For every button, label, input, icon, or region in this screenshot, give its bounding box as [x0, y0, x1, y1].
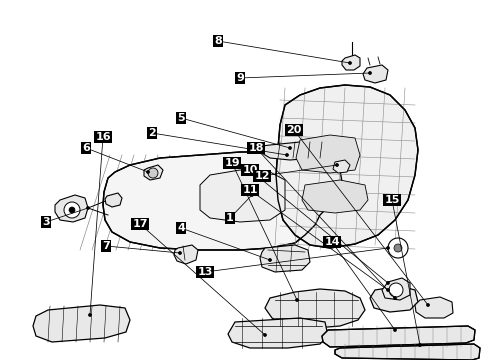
- Polygon shape: [333, 160, 350, 173]
- Polygon shape: [335, 344, 480, 360]
- Text: 10: 10: [243, 165, 258, 175]
- Circle shape: [336, 163, 339, 166]
- Circle shape: [69, 207, 75, 213]
- Text: 3: 3: [42, 217, 50, 227]
- Text: 11: 11: [242, 185, 258, 195]
- Text: 2: 2: [148, 128, 156, 138]
- Text: 13: 13: [197, 267, 213, 277]
- Text: 4: 4: [177, 223, 185, 233]
- Circle shape: [148, 168, 158, 178]
- Text: 19: 19: [224, 158, 240, 168]
- Circle shape: [389, 283, 403, 297]
- Text: 6: 6: [82, 143, 90, 153]
- Circle shape: [426, 303, 430, 306]
- Text: 1: 1: [226, 213, 234, 223]
- Circle shape: [387, 288, 390, 292]
- Text: 16: 16: [95, 132, 111, 142]
- Text: 7: 7: [102, 241, 110, 251]
- Polygon shape: [200, 170, 285, 222]
- Circle shape: [393, 328, 396, 332]
- Polygon shape: [33, 305, 130, 342]
- Circle shape: [286, 153, 289, 157]
- Text: 15: 15: [384, 195, 400, 205]
- Circle shape: [368, 72, 371, 75]
- Text: 9: 9: [236, 73, 244, 83]
- Polygon shape: [382, 278, 410, 300]
- Polygon shape: [260, 245, 310, 272]
- Circle shape: [264, 333, 267, 337]
- Circle shape: [147, 171, 149, 174]
- Circle shape: [250, 194, 253, 197]
- Circle shape: [178, 252, 181, 255]
- Polygon shape: [103, 152, 342, 250]
- Text: 17: 17: [132, 219, 148, 229]
- Polygon shape: [302, 180, 368, 213]
- Polygon shape: [342, 55, 360, 70]
- Polygon shape: [228, 318, 328, 348]
- Polygon shape: [363, 65, 388, 83]
- Polygon shape: [370, 286, 418, 312]
- Circle shape: [87, 207, 90, 210]
- Circle shape: [289, 147, 292, 149]
- Polygon shape: [105, 193, 122, 207]
- Circle shape: [387, 247, 390, 249]
- Polygon shape: [276, 85, 418, 248]
- Circle shape: [89, 314, 92, 316]
- Circle shape: [388, 238, 408, 258]
- Polygon shape: [174, 245, 198, 264]
- Text: 18: 18: [248, 143, 264, 153]
- Circle shape: [387, 282, 390, 284]
- Text: 12: 12: [254, 171, 270, 181]
- Text: 5: 5: [177, 113, 185, 123]
- Text: 14: 14: [324, 237, 340, 247]
- Circle shape: [295, 298, 298, 302]
- Circle shape: [418, 343, 421, 346]
- Circle shape: [393, 297, 396, 300]
- Polygon shape: [415, 297, 453, 318]
- Polygon shape: [55, 195, 88, 222]
- Polygon shape: [265, 289, 365, 328]
- Polygon shape: [144, 165, 163, 180]
- Polygon shape: [296, 135, 360, 173]
- Circle shape: [64, 202, 80, 218]
- Circle shape: [348, 62, 351, 64]
- Circle shape: [394, 244, 402, 252]
- Text: 20: 20: [286, 125, 302, 135]
- Circle shape: [269, 258, 271, 261]
- Polygon shape: [322, 326, 475, 347]
- Text: 8: 8: [214, 36, 222, 46]
- Polygon shape: [260, 140, 330, 160]
